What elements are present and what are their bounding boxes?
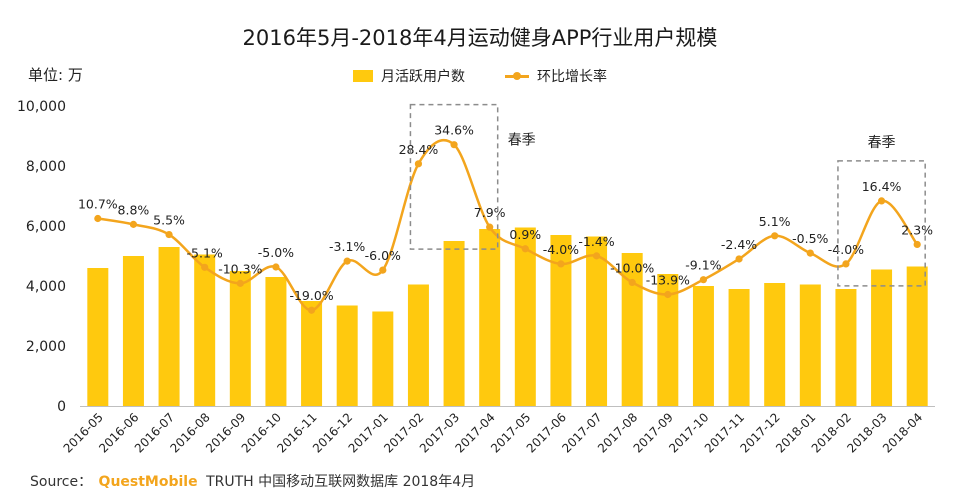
growth-label-2016-12: -3.1% xyxy=(329,239,365,254)
growth-point-2017-08 xyxy=(628,278,636,287)
growth-label-2017-02: 28.4% xyxy=(399,142,439,157)
legend-item-line: 环比增长率 xyxy=(505,66,607,86)
bar-2017-01 xyxy=(372,311,394,406)
unit-label: 单位: 万 xyxy=(28,66,83,84)
bar-2018-02 xyxy=(835,289,857,406)
growth-label-2017-04: 7.9% xyxy=(474,205,506,220)
growth-label-2017-08: -10.0% xyxy=(610,260,654,275)
source-note: Source： QuestMobile TRUTH 中国移动互联网数据库 201… xyxy=(30,471,475,491)
y-tick-label: 4,000 xyxy=(26,279,66,295)
growth-label-2018-01: -0.5% xyxy=(792,231,828,246)
growth-label-2016-06: 8.8% xyxy=(118,202,150,217)
bar-2016-11 xyxy=(301,301,323,406)
legend-line-swatch xyxy=(505,70,529,82)
growth-label-2016-05: 10.7% xyxy=(78,197,118,212)
growth-label-2016-10: -5.0% xyxy=(258,245,294,260)
growth-point-2016-09 xyxy=(236,279,244,287)
growth-rate-line xyxy=(97,139,919,312)
bar-2017-04 xyxy=(479,229,501,406)
bar-2016-07 xyxy=(158,247,180,406)
growth-label-2017-05: 0.9% xyxy=(509,227,541,242)
bar-2017-11 xyxy=(728,289,750,406)
bar-2018-03 xyxy=(871,269,893,406)
spring-annotation-2018: 春季 xyxy=(868,135,896,151)
bar-2017-12 xyxy=(764,283,786,406)
growth-label-2017-12: 5.1% xyxy=(759,214,791,229)
y-tick-label: 10,000 xyxy=(17,99,66,115)
growth-point-2017-03 xyxy=(450,141,458,149)
y-tick-label: 2,000 xyxy=(26,339,66,355)
growth-label-2018-03: 16.4% xyxy=(862,179,902,194)
growth-label-2017-09: -13.9% xyxy=(646,272,690,287)
bar-2016-12 xyxy=(336,305,358,406)
bar-2017-03 xyxy=(443,241,465,406)
x-tick-label: 2018-04 xyxy=(880,410,925,455)
growth-point-2016-11 xyxy=(307,306,316,314)
growth-label-2018-04: 2.3% xyxy=(901,222,933,237)
growth-label-2017-10: -9.1% xyxy=(685,258,721,273)
bar-2017-06 xyxy=(550,235,572,406)
growth-point-2017-06 xyxy=(557,260,565,268)
growth-point-2017-10 xyxy=(699,276,708,284)
growth-point-2017-11 xyxy=(735,255,743,263)
legend-item-bar: 月活跃用户数 xyxy=(353,66,465,86)
source-brand: QuestMobile xyxy=(98,474,198,490)
growth-point-2016-05 xyxy=(94,214,102,223)
growth-point-2017-09 xyxy=(664,290,672,299)
growth-point-2017-01 xyxy=(379,266,387,274)
growth-label-2016-08: -5.1% xyxy=(187,245,223,260)
growth-point-2017-12 xyxy=(771,232,779,240)
source-prefix: Source： xyxy=(30,474,93,490)
bar-2016-10 xyxy=(265,277,287,406)
growth-point-2018-02 xyxy=(842,260,850,268)
bar-2016-09 xyxy=(229,271,251,406)
growth-point-2016-10 xyxy=(272,263,280,271)
legend-line-label: 环比增长率 xyxy=(537,69,607,85)
bar-2016-06 xyxy=(122,256,144,406)
growth-point-2016-07 xyxy=(165,230,173,239)
growth-label-2018-02: -4.0% xyxy=(828,242,864,257)
y-tick-label: 8,000 xyxy=(26,159,66,175)
bar-2018-01 xyxy=(799,284,821,406)
growth-point-2016-12 xyxy=(343,257,351,265)
growth-label-2017-06: -4.0% xyxy=(543,242,579,257)
y-tick-label: 6,000 xyxy=(26,219,66,235)
growth-label-2017-01: -6.0% xyxy=(365,248,401,263)
growth-point-2018-04 xyxy=(913,240,921,249)
growth-label-2017-03: 34.6% xyxy=(434,123,474,138)
spring-annotation-2017: 春季 xyxy=(508,133,536,149)
bar-2016-08 xyxy=(194,254,216,406)
bar-2017-05 xyxy=(514,227,536,406)
growth-point-2016-08 xyxy=(201,263,209,271)
growth-label-2016-09: -10.3% xyxy=(218,261,262,276)
source-text: TRUTH 中国移动互联网数据库 2018年4月 xyxy=(206,474,476,490)
chart-title: 2016年5月-2018年4月运动健身APP行业用户规模 xyxy=(242,26,718,50)
growth-label-2017-11: -2.4% xyxy=(721,237,757,252)
growth-point-2017-02 xyxy=(414,160,423,168)
growth-label-2016-11: -19.0% xyxy=(289,288,333,303)
growth-label-2016-07: 5.5% xyxy=(153,213,185,228)
bar-2016-05 xyxy=(87,268,109,406)
bar-2017-02 xyxy=(407,284,429,406)
y-tick-label: 0 xyxy=(57,399,66,415)
growth-point-2017-07 xyxy=(592,252,601,260)
growth-point-2016-06 xyxy=(129,220,138,228)
legend-bar-swatch xyxy=(353,70,373,82)
bar-2017-08 xyxy=(621,253,643,406)
growth-point-2017-05 xyxy=(521,245,529,253)
growth-label-2017-07: -1.4% xyxy=(578,234,614,249)
bar-2017-10 xyxy=(692,286,714,406)
growth-point-2017-04 xyxy=(486,223,494,231)
bar-2017-07 xyxy=(586,236,608,406)
growth-point-2018-01 xyxy=(806,249,814,257)
bar-2017-09 xyxy=(657,274,679,406)
spring-box-2018 xyxy=(837,160,926,287)
bar-2018-04 xyxy=(906,266,928,406)
legend-bar-label: 月活跃用户数 xyxy=(381,69,465,85)
spring-box-2017 xyxy=(409,103,499,250)
growth-point-2018-03 xyxy=(877,197,886,205)
